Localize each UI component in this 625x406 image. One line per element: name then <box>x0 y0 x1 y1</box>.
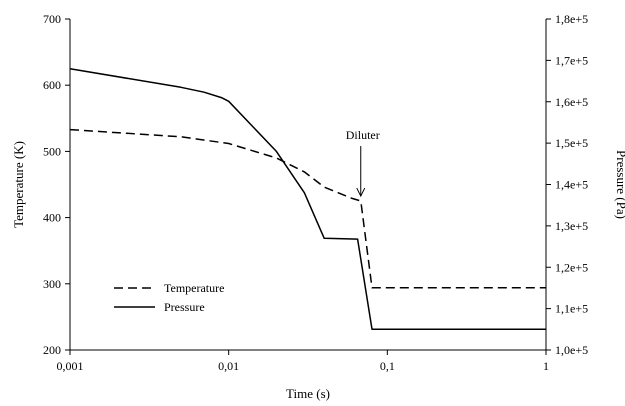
legend-label-temperature: Temperature <box>164 281 224 295</box>
right-y-axis-title: Pressure (Pa) <box>614 150 625 219</box>
x-tick-label: 0,001 <box>57 359 84 373</box>
left-y-tick-label: 500 <box>43 144 61 158</box>
right-y-tick-label: 1,3e+5 <box>555 219 588 233</box>
series-line-temperature <box>69 128 546 289</box>
right-y-tick-label: 1,0e+5 <box>555 343 588 357</box>
diluter-label: Diluter <box>346 128 380 142</box>
right-y-tick-label: 1,5e+5 <box>555 136 588 150</box>
diluter-annotation: Diluter <box>346 128 380 198</box>
right-y-axis-ticks: 1,0e+5 1,1e+5 1,2e+5 1,3e+5 1,4e+5 1,5e+5 1,6e… <box>546 12 588 357</box>
left-y-axis-title: Temperature (K) <box>11 141 26 228</box>
series-line-pressure <box>69 67 546 331</box>
right-y-tick-label: 1,1e+5 <box>555 302 588 316</box>
legend-label-pressure: Pressure <box>164 300 205 314</box>
right-y-tick-label: 1,8e+5 <box>555 12 588 26</box>
right-y-tick-label: 1,6e+5 <box>555 95 588 109</box>
right-y-tick-label: 1,7e+5 <box>555 53 588 67</box>
x-tick-label: 0,01 <box>218 359 239 373</box>
x-axis-title: Time (s) <box>286 386 330 401</box>
left-y-tick-label: 400 <box>43 211 61 225</box>
diluter-arrow-head <box>356 187 366 198</box>
left-y-tick-label: 200 <box>43 343 61 357</box>
right-y-tick-label: 1,2e+5 <box>555 260 588 274</box>
left-y-tick-label: 700 <box>43 12 61 26</box>
plot-area <box>69 19 547 351</box>
x-axis-ticks: 0,001 0,01 0,1 1 <box>57 350 549 373</box>
right-y-tick-label: 1,4e+5 <box>555 178 588 192</box>
legend: Temperature Pressure <box>114 281 224 314</box>
left-y-axis-ticks: 200 300 400 500 600 700 <box>43 12 70 357</box>
x-tick-label: 1 <box>543 359 549 373</box>
series-layer <box>69 67 546 331</box>
left-y-tick-label: 600 <box>43 78 61 92</box>
left-y-tick-label: 300 <box>43 277 61 291</box>
x-tick-label: 0,1 <box>380 359 395 373</box>
